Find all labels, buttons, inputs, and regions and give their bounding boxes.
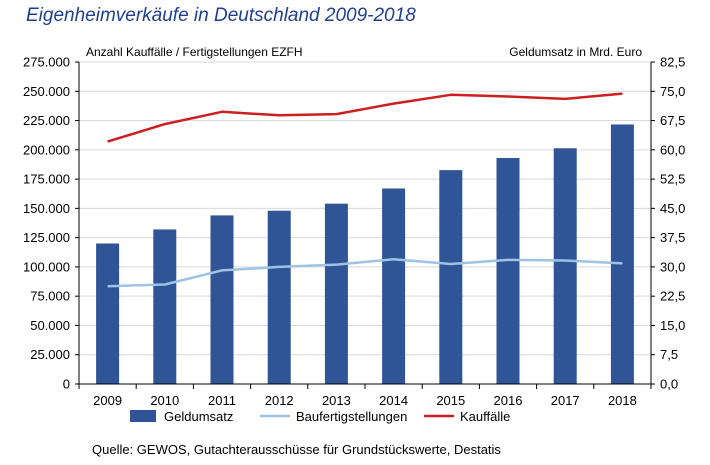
bar-series (96, 124, 634, 384)
left-tick-label: 175.000 (23, 172, 70, 187)
bar-geldumsatz (610, 124, 634, 384)
legend-label: Kauffälle (460, 409, 510, 424)
x-tick-label: 2015 (436, 393, 465, 408)
left-axis-ticks: 0 25.000 50.000 75.000 100.000 125.000 150.000… (23, 55, 70, 392)
right-tick-label: 37,5 (660, 230, 685, 245)
right-tick-label: 22,5 (660, 289, 685, 304)
bar-geldumsatz (267, 210, 291, 384)
bar-geldumsatz (153, 229, 177, 384)
right-tick-label: 45,0 (660, 201, 685, 216)
bar-geldumsatz (324, 203, 348, 384)
left-tick-label: 50.000 (30, 318, 70, 333)
legend-swatch-geldumsatz (130, 410, 156, 422)
left-tick-label: 75.000 (30, 289, 70, 304)
bar-geldumsatz (496, 158, 520, 384)
axes (75, 61, 655, 389)
x-tick-label: 2009 (93, 393, 122, 408)
right-tick-label: 15,0 (660, 318, 685, 333)
bar-geldumsatz (553, 148, 577, 384)
left-tick-label: 125.000 (23, 230, 70, 245)
bar-geldumsatz (439, 170, 463, 384)
bar-geldumsatz (96, 243, 120, 384)
left-axis-label: Anzahl Kauffälle / Fertigstellungen EZFH (86, 45, 303, 59)
line-baufertigstellungen (107, 258, 623, 288)
right-tick-label: 75,0 (660, 84, 685, 99)
left-tick-label: 250.000 (23, 84, 70, 99)
right-tick-label: 60,0 (660, 142, 685, 157)
x-tick-label: 2013 (322, 393, 351, 408)
right-axis-ticks: 0,0 7,5 15,0 22,5 30,0 37,5 45,0 52,5 60,0 67,5 75… (660, 55, 685, 392)
legend-label: Baufertigstellungen (296, 409, 407, 424)
x-tick-label: 2018 (608, 393, 637, 408)
bar-geldumsatz (382, 188, 406, 384)
x-tick-label: 2014 (379, 393, 408, 408)
right-tick-label: 0,0 (660, 377, 678, 392)
legend: Geldumsatz Baufertigstellungen Kauffälle (130, 409, 510, 424)
x-tick-label: 2010 (150, 393, 179, 408)
source-note: Quelle: GEWOS, Gutachterausschüsse für G… (92, 442, 501, 457)
bar-geldumsatz (210, 215, 234, 384)
right-tick-label: 30,0 (660, 259, 685, 274)
x-tick-label: 2011 (208, 393, 236, 408)
line-kauffaelle (107, 92, 623, 143)
right-tick-label: 67,5 (660, 113, 685, 128)
left-tick-label: 25.000 (30, 347, 70, 362)
left-tick-label: 275.000 (23, 55, 70, 70)
x-tick-label: 2016 (494, 393, 523, 408)
right-tick-label: 82,5 (660, 55, 685, 70)
left-tick-label: 0 (63, 377, 70, 392)
x-tick-label: 2017 (551, 393, 580, 408)
x-axis-ticks: 2009 2010 2011 2012 2013 2014 2015 2016 2017 2018 (93, 393, 637, 408)
right-axis-label: Geldumsatz in Mrd. Euro (509, 45, 642, 59)
left-tick-label: 100.000 (23, 259, 70, 274)
right-tick-label: 7,5 (660, 347, 678, 362)
chart-title: Eigenheimverkäufe in Deutschland 2009-20… (26, 5, 416, 26)
x-tick-label: 2012 (265, 393, 294, 408)
legend-label: Geldumsatz (164, 409, 233, 424)
left-tick-label: 150.000 (23, 201, 70, 216)
left-tick-label: 200.000 (23, 142, 70, 157)
left-tick-label: 225.000 (23, 113, 70, 128)
line-series (107, 92, 623, 288)
right-tick-label: 52,5 (660, 172, 685, 187)
